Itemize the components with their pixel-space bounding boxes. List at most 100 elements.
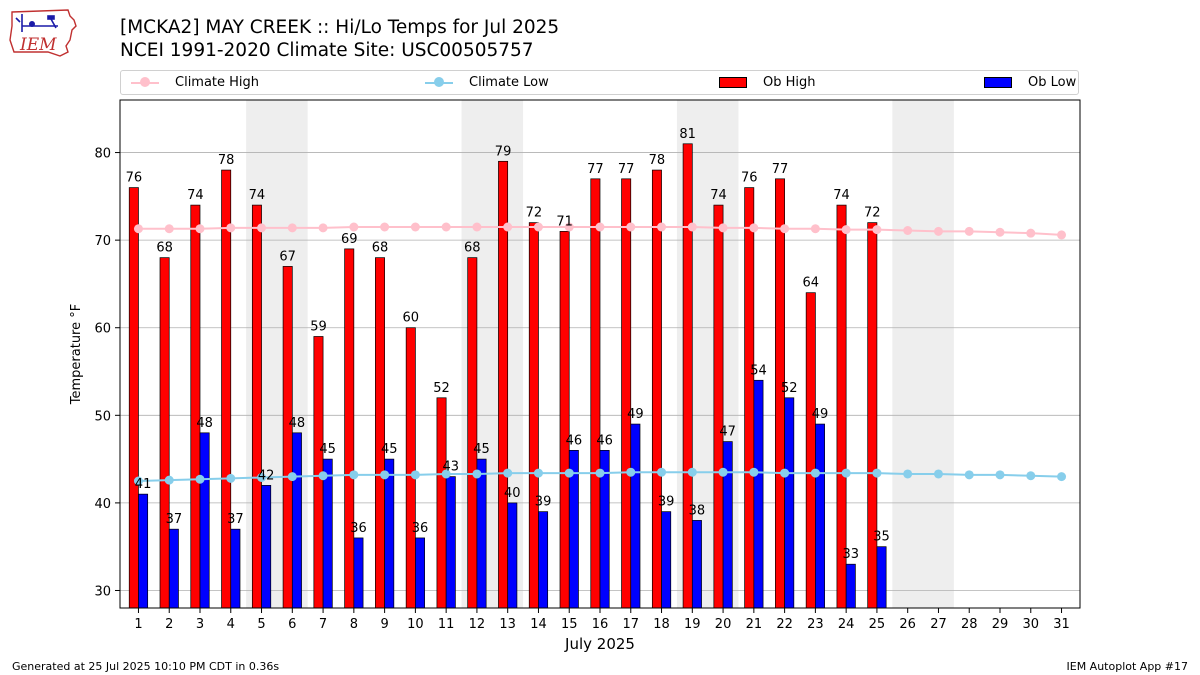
climate-high-point (318, 223, 328, 233)
weekend-shade (892, 100, 954, 608)
x-tick-label: 9 (380, 617, 388, 632)
ob-high-bar (682, 143, 693, 609)
climate-low-point (933, 469, 943, 479)
ob-high-label: 68 (156, 241, 173, 256)
ob-low-bar (691, 520, 702, 609)
x-tick-label: 8 (350, 617, 358, 632)
climate-high-point (133, 224, 143, 234)
ob-low-bar (630, 423, 641, 609)
y-tick-label: 50 (94, 409, 111, 424)
ob-low-label: 40 (504, 486, 521, 501)
climate-low-point (718, 467, 728, 477)
ob-low-label: 37 (227, 512, 244, 527)
ob-low-label: 35 (873, 530, 890, 545)
ob-high-label: 72 (864, 206, 881, 221)
y-tick-label: 40 (94, 497, 111, 512)
x-tick-label: 26 (899, 617, 916, 632)
ob-low-label: 39 (535, 495, 552, 510)
climate-low-point (380, 470, 390, 480)
ob-low-bar (876, 546, 887, 609)
ob-high-label: 77 (587, 162, 604, 177)
climate-high-point (933, 226, 943, 236)
ob-high-label: 78 (218, 153, 235, 168)
ob-high-label: 77 (772, 162, 789, 177)
x-tick-label: 28 (961, 617, 978, 632)
x-tick-label: 24 (838, 617, 855, 632)
x-tick-label: 5 (257, 617, 265, 632)
ob-high-label: 79 (495, 144, 512, 159)
ob-low-label: 33 (842, 547, 859, 562)
ob-low-label: 46 (566, 433, 583, 448)
climate-high-point (626, 222, 636, 232)
ob-low-bar (138, 493, 149, 609)
climate-low-point (841, 468, 851, 478)
climate-high-point (687, 222, 697, 232)
x-tick-label: 25 (869, 617, 886, 632)
ob-low-label: 45 (319, 442, 336, 457)
climate-high-point (564, 222, 574, 232)
footer-app-text: IEM Autoplot App #17 (1066, 660, 1189, 673)
climate-low-point (441, 469, 451, 479)
climate-high-point (995, 227, 1005, 237)
climate-high-point (657, 222, 667, 232)
climate-high-point (503, 222, 513, 232)
climate-high-point (287, 223, 297, 233)
ob-high-label: 76 (126, 171, 143, 186)
x-tick-label: 31 (1053, 617, 1070, 632)
y-tick-label: 60 (94, 322, 111, 337)
legend-marker-climate-high (140, 77, 150, 87)
ob-high-bar (590, 178, 601, 609)
ob-high-bar (128, 187, 139, 609)
ob-high-label: 71 (556, 214, 573, 229)
x-tick-label: 11 (438, 617, 455, 632)
climate-low-point (1057, 472, 1067, 482)
ob-low-bar (507, 502, 518, 609)
climate-low-point (349, 470, 359, 480)
ob-low-label: 37 (166, 512, 183, 527)
ob-low-label: 38 (689, 503, 706, 518)
ob-low-label: 43 (442, 460, 459, 475)
x-tick-label: 29 (992, 617, 1009, 632)
climate-high-point (164, 224, 174, 234)
ob-low-bar (784, 397, 795, 609)
climate-high-point (472, 222, 482, 232)
ob-low-label: 49 (627, 407, 644, 422)
ob-low-label: 42 (258, 468, 275, 483)
footer-generated-text: Generated at 25 Jul 2025 10:10 PM CDT in… (12, 660, 280, 673)
climate-low-point (687, 467, 697, 477)
iem-logo: IEM (9, 9, 77, 57)
x-tick-label: 6 (288, 617, 296, 632)
climate-low-point (195, 474, 205, 484)
weather-station-icon (15, 14, 58, 32)
ob-low-label: 47 (719, 425, 736, 440)
ob-low-bar (445, 476, 456, 609)
ob-high-bar (867, 222, 878, 609)
ob-high-label: 64 (802, 276, 819, 291)
climate-low-point (626, 467, 636, 477)
ob-high-label: 52 (433, 381, 450, 396)
climate-low-point (318, 471, 328, 481)
legend-swatch-ob-high (719, 77, 747, 88)
x-tick-label: 16 (592, 617, 609, 632)
ob-low-bar (415, 537, 425, 609)
iowa-outline-shape (9, 9, 77, 57)
x-tick-label: 1 (134, 617, 142, 632)
climate-high-point (810, 224, 820, 234)
ob-low-bar (230, 528, 241, 609)
legend-marker-climate-low (434, 77, 444, 87)
x-tick-label: 17 (622, 617, 639, 632)
x-tick-label: 30 (1022, 617, 1039, 632)
climate-low-point (564, 468, 574, 478)
ob-low-label: 39 (658, 495, 675, 510)
ob-high-bar (621, 178, 632, 609)
ob-high-bar (436, 397, 447, 609)
ob-low-bar (291, 432, 302, 609)
climate-low-point (410, 470, 420, 480)
climate-high-point (841, 225, 851, 235)
climate-high-point (964, 226, 974, 236)
climate-low-point (749, 467, 759, 477)
climate-high-point (257, 223, 267, 233)
climate-low-point (595, 468, 605, 478)
legend-label-climate-high: Climate High (175, 75, 260, 90)
